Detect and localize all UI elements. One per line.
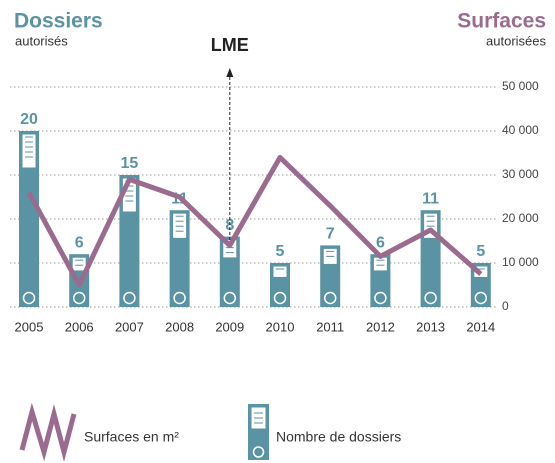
data-label: 6 (376, 234, 385, 251)
data-label: 6 (75, 234, 84, 251)
icon-circle (252, 446, 265, 458)
x-tick-label: 2013 (416, 319, 445, 334)
legend-label: Nombre de dossiers (276, 429, 401, 445)
data-label: 15 (121, 155, 139, 172)
bar-circle (72, 291, 86, 305)
chart-title: Dossiers (14, 10, 103, 33)
x-tick-label: 2014 (466, 319, 495, 334)
bar-label-box (71, 256, 87, 272)
data-label: 7 (326, 226, 335, 243)
bar-circle (223, 291, 237, 305)
y2-tick-label: 30 000 (502, 167, 539, 181)
annotation-arrowhead (226, 68, 234, 77)
bar-label-box (272, 265, 288, 278)
bar-circle (374, 291, 387, 305)
y2-tick-label: 20 000 (502, 211, 539, 225)
line (26, 154, 483, 288)
legend: Surfaces en m² Nombre de dossiers (19, 402, 401, 462)
x-tick-label: 2005 (15, 319, 44, 334)
data-label: 5 (476, 243, 485, 260)
bar-circle (173, 291, 186, 305)
bar-circle (424, 291, 437, 305)
bar-circle (123, 291, 136, 305)
y2-tick-label: 50 000 (502, 79, 539, 93)
legend-label: Surfaces en m² (84, 429, 179, 445)
x-tick-label: 2009 (215, 319, 244, 334)
y2-subtitle: autorisées (486, 33, 546, 48)
bar-label-box (372, 256, 388, 272)
legend-line-icon (19, 402, 77, 462)
chart-subtitle: autorisés (15, 33, 68, 48)
y2-tick-label: 0 (502, 299, 509, 313)
bar-label-box (21, 133, 37, 169)
bar (19, 131, 39, 307)
bar-circle (474, 291, 488, 305)
data-label: 8 (225, 217, 234, 234)
y2-title: Surfaces (457, 10, 546, 33)
data-label: 20 (20, 111, 38, 128)
x-tick-label: 2006 (65, 319, 94, 334)
bar-circle (273, 291, 287, 305)
x-tick-label: 2010 (266, 319, 295, 334)
x-tick-label: 2012 (366, 319, 395, 334)
x-tick-label: 2007 (115, 319, 144, 334)
bar-circle (22, 291, 36, 305)
y2-tick-label: 10 000 (502, 255, 539, 269)
bar-circle (323, 291, 337, 305)
y2-tick-label: 40 000 (502, 123, 539, 137)
data-label: 5 (276, 243, 285, 260)
x-tick-label: 2008 (165, 319, 194, 334)
data-label: 11 (422, 190, 439, 207)
x-tick-label: 2011 (316, 319, 344, 334)
annotation: LME (211, 35, 249, 55)
